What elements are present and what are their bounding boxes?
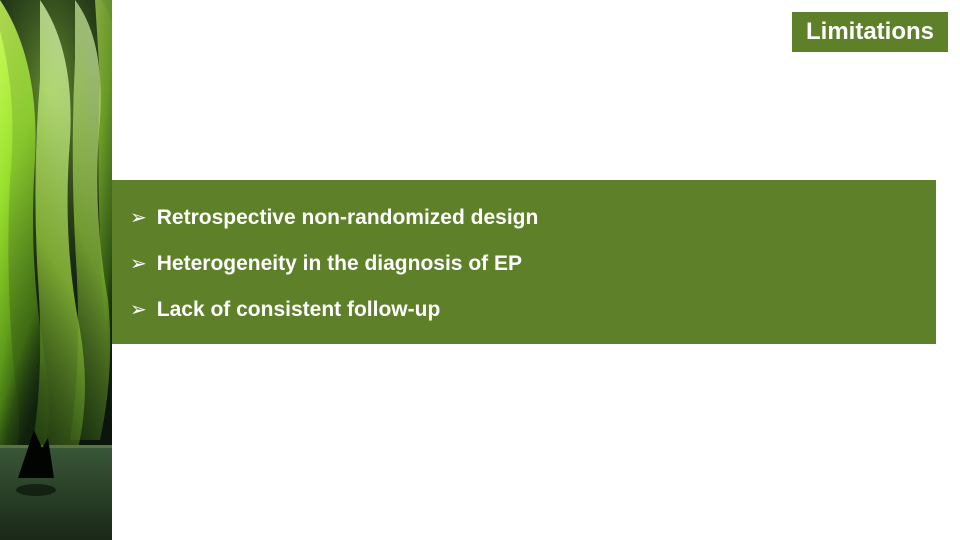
slide-title-box: Limitations (792, 12, 948, 52)
list-item-label: Heterogeneity in the diagnosis of EP (157, 252, 522, 276)
limitations-box: ➢ Retrospective non-randomized design ➢ … (112, 180, 936, 344)
list-item: ➢ Heterogeneity in the diagnosis of EP (130, 252, 918, 276)
list-item: ➢ Retrospective non-randomized design (130, 206, 918, 230)
bullet-icon: ➢ (130, 252, 147, 276)
aurora-sidebar-image (0, 0, 112, 540)
list-item-label: Retrospective non-randomized design (157, 206, 539, 230)
bullet-icon: ➢ (130, 206, 147, 230)
list-item-label: Lack of consistent follow-up (157, 298, 441, 322)
bullet-icon: ➢ (130, 298, 147, 322)
slide-title: Limitations (806, 18, 934, 45)
list-item: ➢ Lack of consistent follow-up (130, 298, 918, 322)
